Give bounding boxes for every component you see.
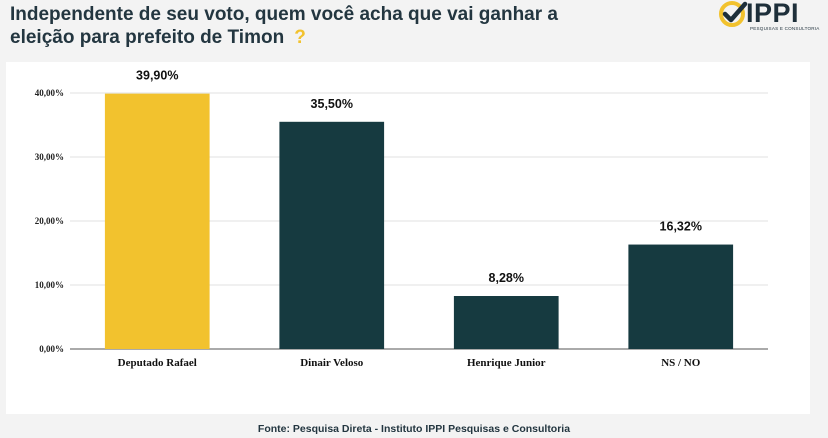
data-label: 16,32% — [660, 220, 702, 234]
title-line-2-text: eleição para prefeito de Timon — [10, 27, 285, 48]
source-note: Fonte: Pesquisa Direta - Instituto IPPI … — [257, 423, 571, 435]
logo-subtitle: PESQUISAS E CONSULTORIA — [750, 26, 820, 31]
data-label: 35,50% — [311, 97, 353, 111]
title-line-1: Independente de seu voto, quem você acha… — [10, 4, 558, 25]
y-tick-label: 10,00% — [35, 280, 64, 290]
category-label: Dinair Veloso — [300, 357, 364, 369]
bar — [279, 121, 385, 349]
bar-chart: 0,00% 10,00% 20,00% 30,00% 40,00% 39,90% Deput… — [35, 69, 768, 369]
chart-title: Independente de seu voto, quem você acha… — [10, 3, 700, 49]
chart-panel: 0,00% 10,00% 20,00% 30,00% 40,00% 39,90% Deput… — [6, 62, 810, 414]
logo-name: IPPI — [746, 0, 800, 28]
category-label: Deputado Rafael — [118, 357, 197, 369]
ippi-logo: IPPI PESQUISAS E CONSULTORIA — [718, 0, 819, 34]
bar — [104, 93, 210, 349]
bar — [628, 244, 734, 349]
category-label: Henrique Junior — [467, 357, 546, 369]
title-line-2: eleição para prefeito de Timon? — [10, 26, 700, 49]
y-tick-label: 30,00% — [35, 152, 64, 162]
check-circle-icon — [719, 1, 748, 27]
question-mark: ? — [294, 27, 306, 48]
y-tick-label: 0,00% — [39, 344, 64, 354]
y-tick-label: 20,00% — [35, 216, 64, 226]
data-label: 39,90% — [136, 69, 178, 83]
bar — [453, 296, 559, 349]
data-label: 8,28% — [489, 271, 524, 285]
category-label: NS / NO — [661, 357, 701, 369]
y-tick-label: 40,00% — [35, 88, 64, 98]
